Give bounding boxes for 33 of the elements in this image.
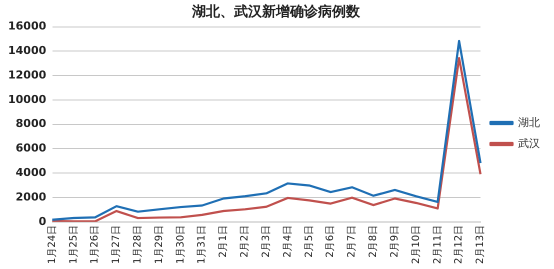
x-tick-label: 2月10日 [410,224,422,264]
x-tick-label: 2月7日 [346,224,358,258]
x-tick-label: 1月30日 [175,224,186,264]
x-tick-label: 2月8日 [368,224,380,258]
x-tick-label: 2月11日 [432,224,444,264]
x-tick-label: 2月12日 [454,224,465,264]
y-tick-label: 4000 [16,166,47,179]
x-tick-label: 2月1日 [218,224,230,258]
legend-label: 湖北 [518,116,540,129]
x-tick-label: 2月5日 [304,224,315,258]
chart-title: 湖北、武汉新增确诊病例数 [191,3,361,20]
x-tick-label: 2月4日 [282,224,294,258]
y-tick-label: 12000 [8,68,47,82]
x-tick-label: 1月25日 [68,224,80,264]
y-tick-label: 16000 [8,20,47,33]
x-tick-label: 1月26日 [90,224,101,264]
x-tick-label: 2月9日 [389,224,400,258]
x-tick-label: 2月2日 [240,224,251,258]
x-tick-label: 1月28日 [132,224,144,264]
y-tick-label: 14000 [8,44,47,58]
y-tick-label: 8000 [16,117,47,130]
x-tick-label: 1月24日 [46,224,58,264]
x-tick-label: 1月31日 [196,224,208,264]
x-tick-label: 2月13日 [475,224,486,264]
x-tick-label: 1月29日 [154,224,165,264]
y-tick-label: 0 [38,214,47,228]
y-tick-label: 10000 [8,92,47,106]
y-tick-label: 2000 [16,190,47,204]
legend-label: 武汉 [518,136,540,150]
x-tick-label: 1月27日 [111,224,122,264]
x-tick-label: 2月6日 [325,224,336,258]
x-tick-label: 2月3日 [260,224,272,258]
y-tick-label: 6000 [16,142,47,155]
